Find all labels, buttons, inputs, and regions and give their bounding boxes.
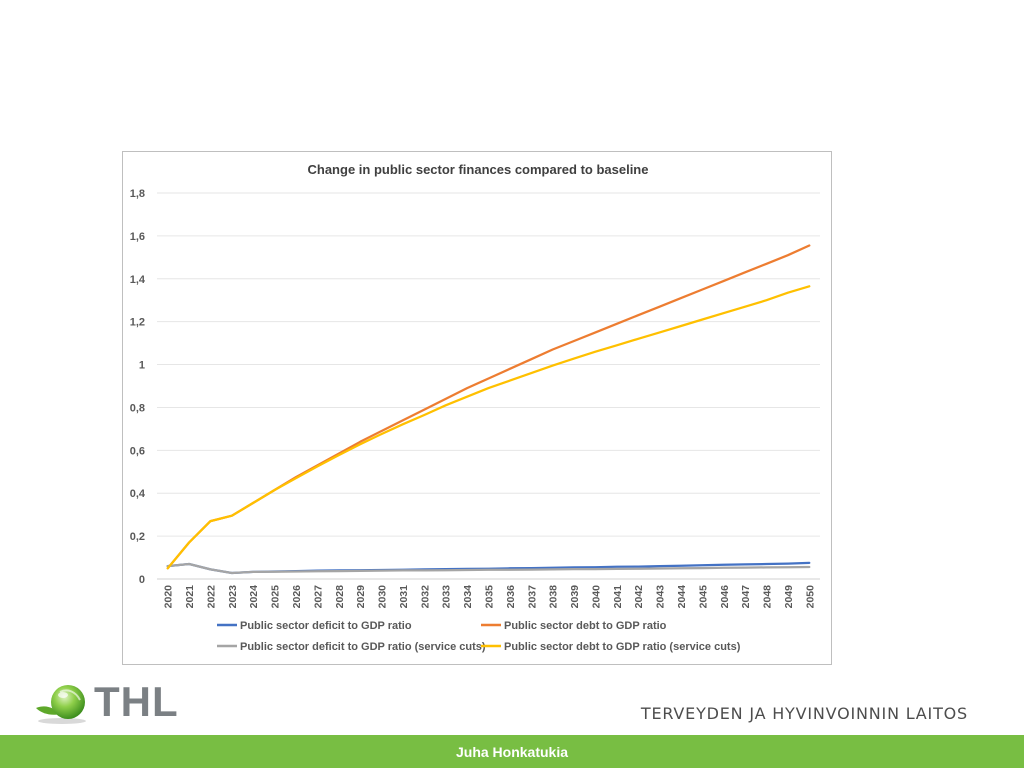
x-tick-label: 2020 — [163, 585, 175, 609]
x-tick-label: 2035 — [484, 585, 496, 609]
x-tick-label: 2049 — [783, 585, 795, 609]
x-tick-label: 2024 — [248, 585, 260, 609]
legend-label: Public sector debt to GDP ratio — [504, 620, 667, 632]
y-tick-label: 0,6 — [130, 445, 145, 457]
thl-wordmark: THL — [94, 678, 179, 725]
x-tick-label: 2047 — [740, 585, 752, 609]
x-tick-label: 2044 — [676, 585, 688, 609]
series-line-2 — [166, 244, 811, 570]
x-tick-label: 2041 — [612, 585, 624, 609]
series-line-3 — [166, 562, 811, 575]
x-tick-label: 2032 — [419, 585, 431, 609]
series-line-4 — [166, 285, 811, 570]
y-tick-label: 1,8 — [130, 188, 145, 200]
x-tick-label: 2029 — [355, 585, 367, 609]
x-tick-label: 2046 — [719, 585, 731, 609]
x-tick-label: 2033 — [441, 585, 453, 609]
x-tick-label: 2045 — [697, 585, 709, 609]
x-tick-label: 2028 — [334, 585, 346, 609]
legend-label: Public sector deficit to GDP ratio — [240, 620, 412, 632]
line-chart: Change in public sector finances compare… — [130, 162, 820, 653]
y-tick-label: 0,2 — [130, 531, 145, 543]
y-tick-label: 1 — [139, 360, 145, 372]
x-tick-label: 2026 — [291, 585, 303, 609]
y-tick-label: 1,6 — [130, 231, 145, 243]
x-tick-label: 2031 — [398, 585, 410, 609]
y-tick-label: 0,4 — [130, 488, 146, 500]
y-tick-label: 1,4 — [130, 274, 146, 286]
chart-title: Change in public sector finances compare… — [308, 162, 649, 177]
x-axis-ticks: 2020 2021 2022 2023 2024 2025 2026 2027 2028 2029… — [163, 585, 817, 609]
y-tick-label: 1,2 — [130, 317, 145, 329]
x-tick-label: 2027 — [312, 585, 324, 609]
x-tick-label: 2042 — [633, 585, 645, 609]
thl-globe-leaf-icon — [36, 685, 86, 724]
x-tick-label: 2037 — [526, 585, 538, 609]
x-tick-label: 2030 — [377, 585, 389, 609]
x-tick-label: 2039 — [569, 585, 581, 609]
x-tick-label: 2025 — [270, 585, 282, 609]
y-axis-ticks: 0 0,2 0,4 0,6 0,8 1 1,2 1,4 1,6 1,8 — [130, 188, 146, 586]
legend: Public sector deficit to GDP ratio Public… — [217, 620, 741, 653]
x-tick-label: 2050 — [804, 585, 816, 609]
grid-lines — [157, 192, 820, 580]
presenter-name: Juha Honkatukia — [455, 744, 569, 760]
x-tick-label: 2043 — [655, 585, 667, 609]
footer-bar — [0, 735, 1024, 768]
y-tick-label: 0,8 — [130, 402, 145, 414]
organization-name: TERVEYDEN JA HYVINVOINNIN LAITOS — [640, 704, 968, 723]
legend-label: Public sector deficit to GDP ratio (serv… — [240, 641, 486, 653]
x-tick-label: 2034 — [462, 585, 474, 609]
y-tick-label: 0 — [139, 574, 145, 586]
x-tick-label: 2040 — [590, 585, 602, 609]
x-tick-label: 2048 — [762, 585, 774, 609]
x-tick-label: 2022 — [205, 585, 217, 609]
series-lines — [166, 244, 811, 575]
legend-label: Public sector debt to GDP ratio (service… — [504, 641, 741, 653]
x-tick-label: 2036 — [505, 585, 517, 609]
chart-frame: Change in public sector finances compare… — [122, 151, 832, 665]
x-tick-label: 2023 — [227, 585, 239, 609]
x-tick-label: 2038 — [548, 585, 560, 609]
x-tick-label: 2021 — [184, 585, 196, 609]
